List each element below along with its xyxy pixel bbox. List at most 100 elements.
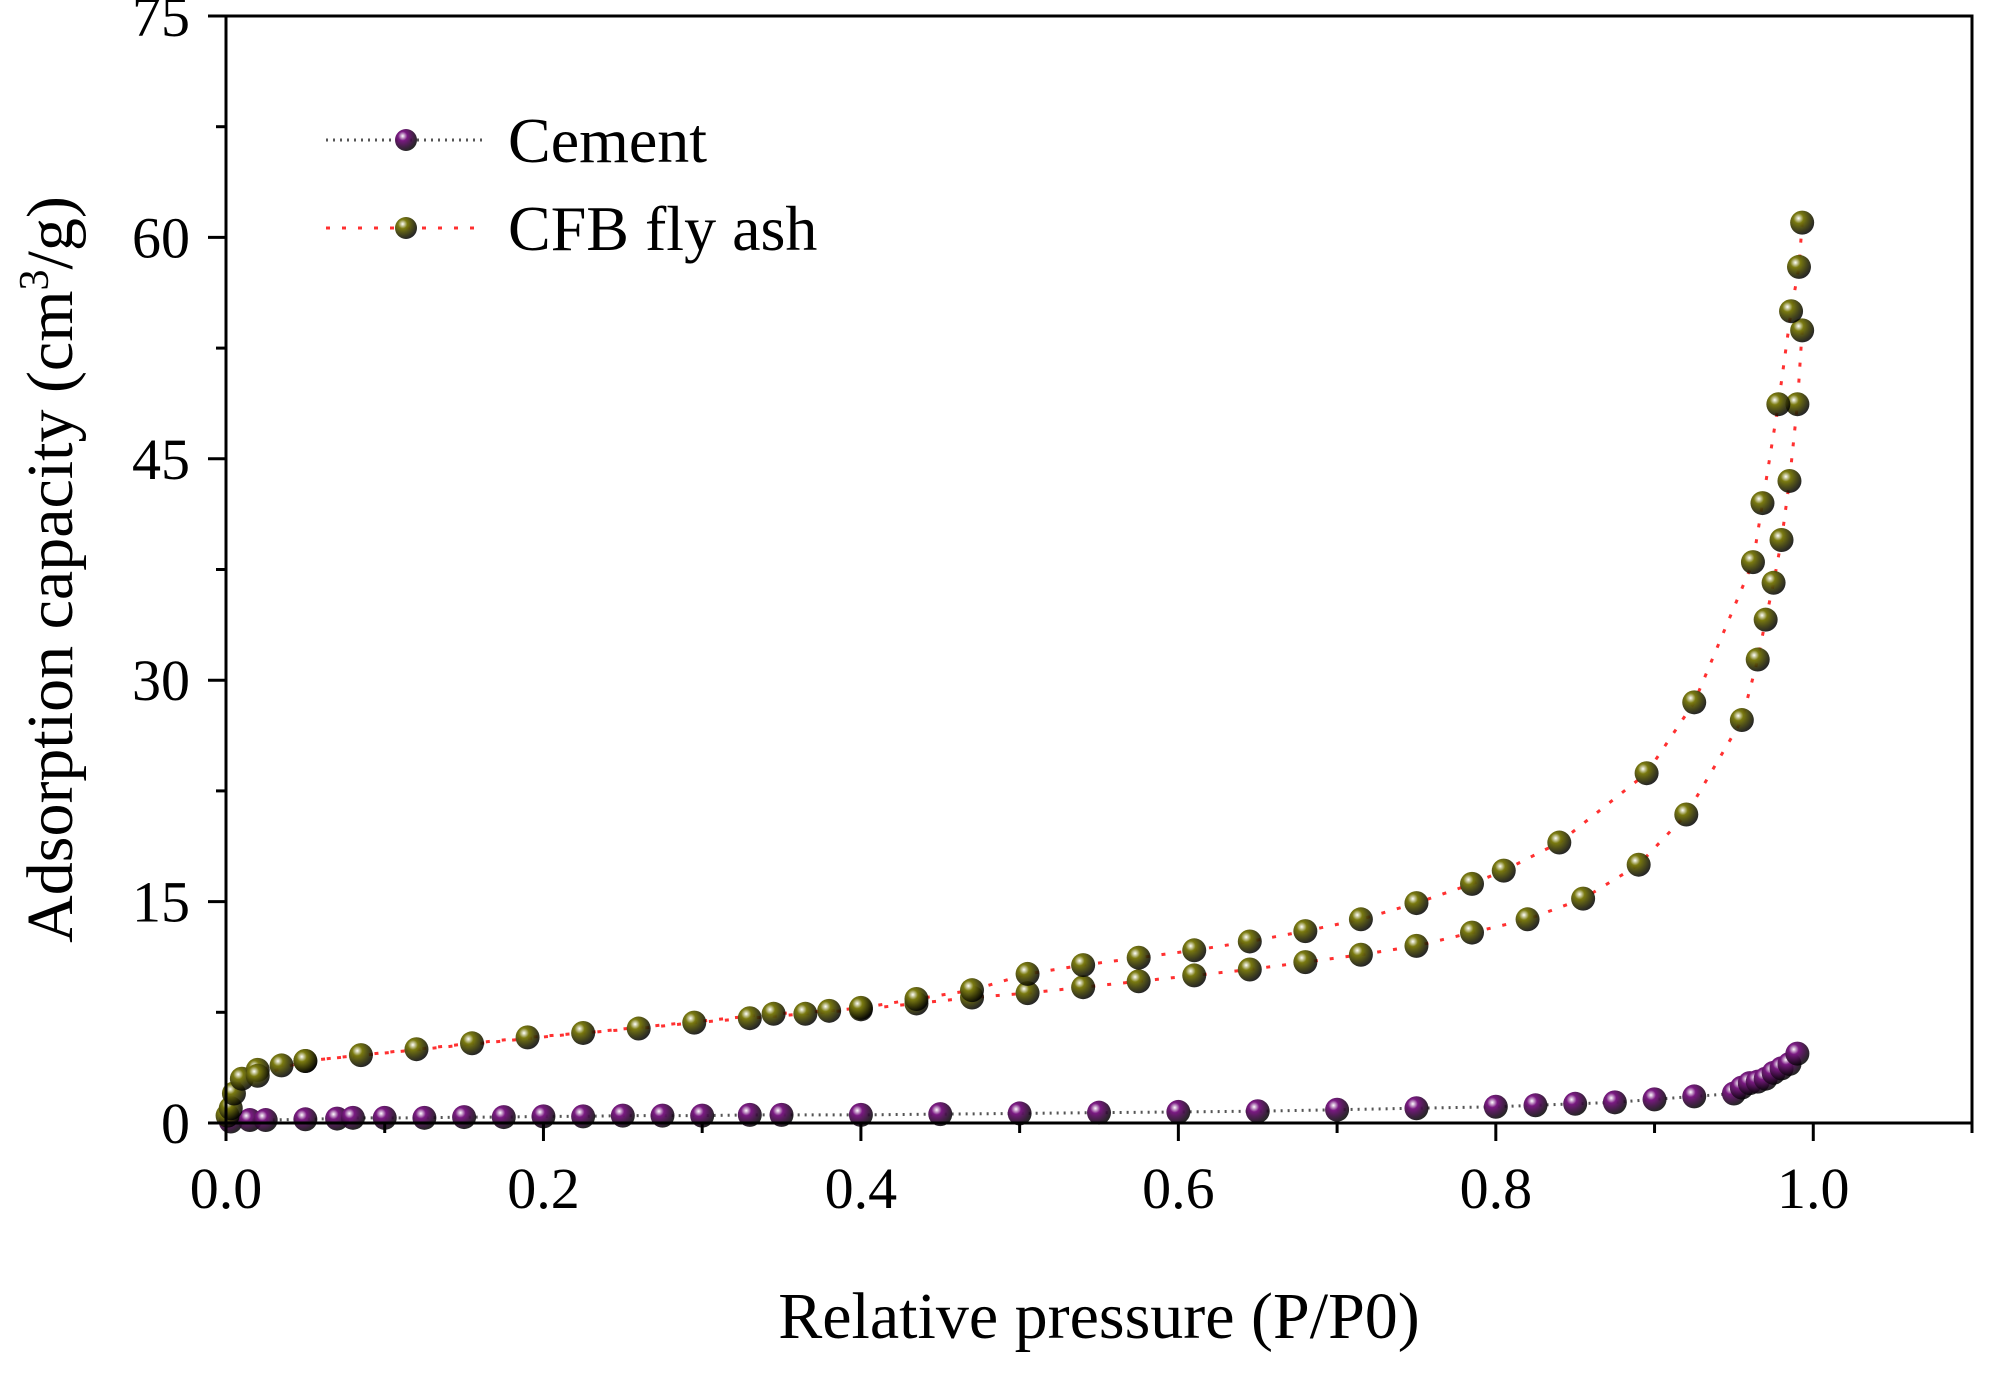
cfb-desorption-point bbox=[1182, 938, 1207, 963]
cfb-desorption-point bbox=[1460, 871, 1485, 896]
cement-point bbox=[737, 1102, 762, 1127]
cfb-desorption-point bbox=[1404, 891, 1429, 916]
cement-point bbox=[1325, 1097, 1350, 1122]
cement-point bbox=[848, 1102, 873, 1127]
cfb-adsorption-point bbox=[1729, 708, 1754, 733]
cement-point bbox=[1642, 1087, 1667, 1112]
cfb-adsorption-point bbox=[515, 1025, 540, 1050]
cfb-adsorption-point bbox=[1237, 957, 1262, 982]
cfb-adsorption-point bbox=[1626, 852, 1651, 877]
cfb-adsorption-point bbox=[460, 1031, 485, 1056]
legend-cfb-fly-ash-marker bbox=[395, 217, 417, 239]
x-tick-label: 0.2 bbox=[507, 1156, 580, 1221]
cement-point bbox=[293, 1107, 318, 1132]
cfb-desorption-point bbox=[1237, 929, 1262, 954]
cfb-desorption-point bbox=[904, 987, 929, 1012]
y-tick-label: 0 bbox=[161, 1091, 190, 1156]
plot-area-frame bbox=[224, 14, 1974, 1125]
cement-point bbox=[1602, 1090, 1627, 1115]
cfb-adsorption-point bbox=[682, 1010, 707, 1035]
cement-point bbox=[452, 1105, 477, 1130]
cfb-adsorption-point bbox=[1571, 886, 1596, 911]
cfb-desorption-point bbox=[1779, 299, 1804, 324]
x-tick-label: 1.0 bbox=[1777, 1156, 1850, 1221]
y-tick-label: 75 bbox=[132, 0, 190, 49]
cement-point bbox=[340, 1105, 365, 1130]
x-tick-label: 0.4 bbox=[825, 1156, 898, 1221]
cfb-desorption-point bbox=[1740, 550, 1765, 575]
cfb-adsorption-point bbox=[737, 1006, 762, 1031]
legend-item-cement: Cement bbox=[326, 105, 707, 176]
cement-point bbox=[571, 1104, 596, 1129]
cement-point bbox=[1404, 1096, 1429, 1121]
cement-point bbox=[253, 1108, 278, 1133]
cfb-adsorption-point bbox=[1015, 981, 1040, 1006]
y-axis-title-prefix: Adsorption capacity (cm bbox=[14, 290, 87, 942]
cfb-desorption-point bbox=[817, 998, 842, 1023]
cfb-desorption-point bbox=[1682, 690, 1707, 715]
legend-item-cfb-fly-ash: CFB fly ash bbox=[326, 193, 817, 264]
y-axis-title-superscript: 3 bbox=[12, 269, 58, 290]
cfb-desorption-line bbox=[257, 222, 1804, 1078]
cfb-desorption-point bbox=[848, 995, 873, 1020]
cement-point bbox=[769, 1102, 794, 1127]
cfb-desorption-point bbox=[1786, 254, 1811, 279]
y-axis-title-suffix: /g) bbox=[14, 196, 87, 269]
y-axis-title: Adsorption capacity (cm3/g) bbox=[12, 196, 87, 943]
cfb-adsorption-point bbox=[1071, 975, 1096, 1000]
cfb-desorption-point bbox=[761, 1001, 786, 1026]
cfb-adsorption-point bbox=[1777, 468, 1802, 493]
legend-cfb-fly-ash-label: CFB fly ash bbox=[508, 193, 817, 264]
axis-ticks: 0.0 0.2 0.4 0.6 0.8 1.0 0 15 30 45 60 75 bbox=[132, 0, 1974, 1221]
cement-point bbox=[1523, 1093, 1548, 1118]
cfb-adsorption-point bbox=[1745, 647, 1770, 672]
cfb-desorption-point bbox=[1634, 761, 1659, 786]
cfb-adsorption-point bbox=[1674, 802, 1699, 827]
cement-point bbox=[928, 1102, 953, 1127]
legend-cement-marker bbox=[395, 129, 417, 151]
cement-point bbox=[1087, 1100, 1111, 1125]
cfb-adsorption-point bbox=[1753, 607, 1778, 632]
cement-point bbox=[1007, 1101, 1032, 1126]
x-axis-title: Relative pressure (P/P0) bbox=[778, 1280, 1420, 1353]
cfb-adsorption-line bbox=[226, 330, 1804, 1117]
cfb-adsorption-point bbox=[571, 1020, 596, 1045]
cfb-adsorption-point bbox=[793, 1001, 818, 1026]
x-tick-label: 0.8 bbox=[1460, 1156, 1533, 1221]
cement-point bbox=[1682, 1084, 1707, 1109]
cfb-desorption-point bbox=[1766, 392, 1791, 417]
cfb-adsorption-point bbox=[1515, 907, 1540, 932]
cement-point bbox=[412, 1105, 437, 1130]
cfb-desorption-point bbox=[1015, 961, 1040, 986]
cfb-adsorption-point bbox=[1126, 969, 1151, 994]
cfb-desorption-point bbox=[1491, 858, 1516, 883]
cfb-desorption-point bbox=[1547, 830, 1572, 855]
legend: Cement CFB fly ash bbox=[326, 105, 817, 264]
series-lines bbox=[226, 222, 1804, 1124]
cfb-desorption-point bbox=[245, 1063, 270, 1088]
x-tick-label: 0.6 bbox=[1142, 1156, 1215, 1221]
cfb-desorption-point bbox=[1071, 953, 1096, 978]
cement-point bbox=[1785, 1041, 1810, 1066]
cfb-adsorption-point bbox=[1293, 950, 1318, 975]
cfb-adsorption-point bbox=[1182, 963, 1207, 988]
cfb-adsorption-point bbox=[348, 1043, 373, 1068]
cfb-desorption-point bbox=[1348, 907, 1373, 932]
y-tick-label: 45 bbox=[132, 427, 190, 492]
cfb-desorption-point bbox=[1750, 491, 1775, 516]
cfb-adsorption-point bbox=[1769, 527, 1794, 552]
cfb-desorption-point bbox=[960, 978, 985, 1003]
y-tick-label: 15 bbox=[132, 870, 190, 935]
y-tick-label: 60 bbox=[132, 205, 190, 270]
y-tick-label: 30 bbox=[132, 648, 190, 713]
cfb-adsorption-point bbox=[1404, 933, 1429, 958]
cfb-desorption-point bbox=[1126, 945, 1151, 970]
cfb-adsorption-point bbox=[269, 1053, 294, 1078]
cfb-adsorption-point bbox=[1761, 570, 1786, 595]
cfb-desorption-point bbox=[1790, 210, 1815, 235]
x-tick-label: 0.0 bbox=[190, 1156, 263, 1221]
cement-point bbox=[1483, 1094, 1508, 1119]
cfb-adsorption-point bbox=[626, 1016, 651, 1041]
